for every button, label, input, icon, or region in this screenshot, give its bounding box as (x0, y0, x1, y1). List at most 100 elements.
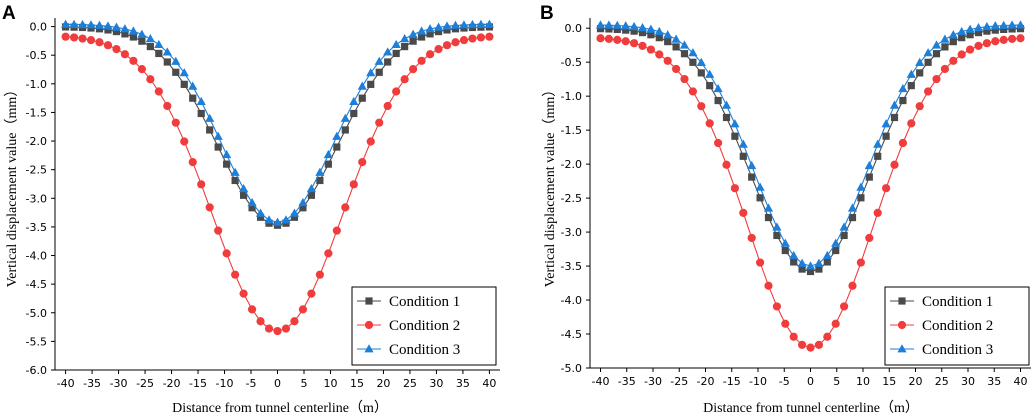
data-point (374, 56, 384, 65)
data-point (434, 27, 443, 36)
data-point (239, 289, 248, 298)
data-point (595, 20, 606, 29)
data-point (806, 267, 815, 276)
data-point (231, 176, 239, 185)
y-tick-label: -1.0 (561, 90, 582, 103)
data-point (814, 258, 824, 267)
data-point (172, 68, 180, 76)
data-point (69, 33, 79, 42)
y-tick-label: -5.0 (26, 307, 47, 320)
data-point (948, 30, 958, 39)
legend-label: Condition 3 (389, 342, 460, 358)
data-point (163, 58, 171, 66)
legend: Condition 1 Condition 2 Condition 3 (884, 286, 1030, 366)
y-tick-label: 0.0 (30, 21, 48, 34)
legend-label: Condition 2 (922, 318, 993, 334)
data-point (332, 226, 341, 235)
data-point (357, 81, 367, 90)
data-point (484, 19, 495, 28)
panel-a-y-axis-title: Vertical displacement value（mm） (4, 83, 20, 288)
data-point (949, 38, 957, 46)
data-point (273, 326, 282, 336)
data-point (392, 49, 400, 58)
data-point (196, 96, 206, 106)
data-point (755, 182, 765, 191)
data-point (247, 305, 257, 314)
data-point (476, 33, 486, 42)
x-tick-label: 5 (300, 377, 307, 390)
data-point (748, 173, 756, 181)
data-point (264, 215, 274, 224)
data-point (814, 340, 824, 349)
x-tick-label: -40 (592, 375, 610, 388)
data-point (621, 37, 630, 46)
data-point (773, 231, 781, 240)
data-point (772, 302, 782, 311)
data-point (882, 184, 891, 193)
data-point (823, 332, 832, 341)
series-condition-2 (61, 32, 494, 336)
data-point (401, 42, 409, 51)
data-point (299, 204, 307, 212)
x-tick-label: -40 (57, 377, 75, 390)
data-point (205, 203, 214, 212)
legend-marker (897, 344, 907, 353)
y-tick-label: -3.5 (561, 260, 582, 273)
data-point (738, 139, 748, 148)
data-point (86, 35, 96, 45)
data-point (865, 173, 873, 181)
data-point (129, 56, 138, 65)
data-point (213, 131, 223, 140)
data-point (805, 261, 816, 270)
data-point (425, 50, 435, 59)
data-point (189, 94, 197, 102)
data-point (881, 119, 891, 128)
panel-b: B Vertical displacement value（mm） Distan… (540, 3, 1031, 416)
data-point (630, 39, 639, 48)
x-tick-label: 40 (482, 377, 496, 390)
data-point (915, 102, 924, 111)
x-tick-label: -10 (216, 377, 234, 390)
y-tick-label: -6.0 (26, 364, 47, 377)
x-tick-label: 15 (350, 377, 364, 390)
data-point (1007, 20, 1017, 29)
x-tick-label: -35 (618, 375, 636, 388)
data-point (95, 38, 104, 47)
data-point (433, 22, 444, 31)
data-point (832, 246, 840, 255)
y-tick-label: -1.5 (26, 106, 47, 119)
legend-marker (897, 320, 907, 330)
data-point (705, 119, 714, 128)
data-point (689, 58, 697, 66)
data-point (848, 213, 857, 222)
data-point (714, 96, 722, 105)
data-point (605, 25, 613, 33)
data-point (459, 35, 469, 45)
data-point (646, 45, 656, 54)
data-point (316, 176, 324, 185)
data-point (873, 208, 882, 217)
data-point (468, 34, 477, 43)
x-tick-label: 0 (274, 377, 281, 390)
data-point (789, 332, 798, 341)
legend-box (884, 286, 1030, 366)
data-point (69, 19, 79, 28)
data-point (789, 250, 799, 260)
data-point (823, 258, 831, 266)
data-point (856, 258, 866, 267)
data-point (145, 34, 155, 43)
x-tick-label: -5 (246, 377, 257, 390)
data-point (485, 32, 494, 41)
x-tick-label: -25 (670, 375, 688, 388)
data-point (612, 20, 622, 29)
data-point (375, 118, 384, 127)
x-tick-label: 35 (987, 375, 1001, 388)
legend-box (351, 286, 497, 366)
data-point (973, 22, 984, 32)
data-point (400, 75, 409, 84)
data-point (323, 149, 333, 159)
data-point (103, 21, 113, 30)
y-tick-label: -4.0 (561, 294, 582, 307)
panel-b-y-axis-title: Vertical displacement value（mm） (542, 83, 558, 288)
